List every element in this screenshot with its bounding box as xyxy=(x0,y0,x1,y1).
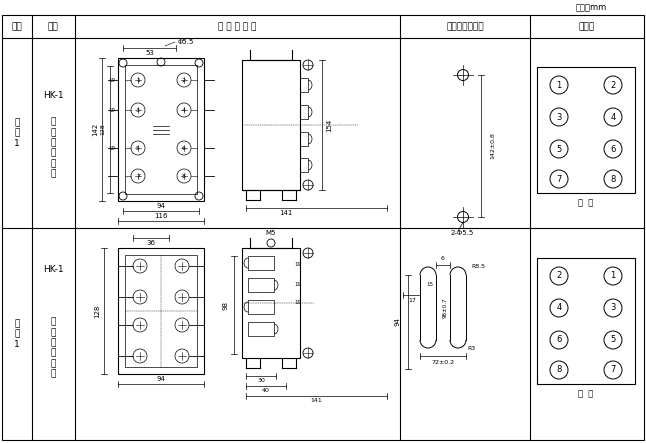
Text: 141: 141 xyxy=(279,210,293,216)
Text: 72±0.2: 72±0.2 xyxy=(432,360,455,365)
Text: 图号: 图号 xyxy=(12,22,23,31)
Text: 94: 94 xyxy=(156,376,165,382)
Bar xyxy=(242,60,300,190)
Text: 15: 15 xyxy=(426,283,433,288)
Text: 7: 7 xyxy=(556,175,561,183)
Text: 凸
出
式
后
接
线: 凸 出 式 后 接 线 xyxy=(50,318,56,378)
Text: 19: 19 xyxy=(108,145,115,151)
Text: 3: 3 xyxy=(610,303,616,312)
Text: 30: 30 xyxy=(257,378,265,384)
Text: 94: 94 xyxy=(156,203,165,209)
Text: 前  视: 前 视 xyxy=(578,198,594,207)
Text: 4: 4 xyxy=(556,303,561,312)
Text: 19: 19 xyxy=(295,300,302,306)
Text: 7: 7 xyxy=(610,365,616,374)
Text: 141: 141 xyxy=(310,399,322,404)
Text: 98: 98 xyxy=(223,300,229,310)
Text: 背  视: 背 视 xyxy=(578,389,594,399)
Text: 1: 1 xyxy=(136,78,140,82)
Text: 40: 40 xyxy=(262,389,270,393)
Text: 6: 6 xyxy=(556,335,561,345)
Text: 1: 1 xyxy=(610,272,616,280)
Text: 外 形 尺 寸 图: 外 形 尺 寸 图 xyxy=(218,22,256,31)
Text: Φ5.5: Φ5.5 xyxy=(178,39,194,45)
Text: 5: 5 xyxy=(136,145,140,151)
Text: 附
图
1: 附 图 1 xyxy=(14,118,20,148)
Text: 116: 116 xyxy=(154,213,168,219)
Text: 安装开孔尺寸图: 安装开孔尺寸图 xyxy=(446,22,484,31)
Text: 单位：mm: 单位：mm xyxy=(576,4,607,12)
Bar xyxy=(125,255,197,367)
Text: 19: 19 xyxy=(108,78,115,82)
Bar xyxy=(248,322,274,336)
Text: M5: M5 xyxy=(266,230,276,236)
Bar xyxy=(118,248,204,374)
Text: 7: 7 xyxy=(136,174,140,179)
Text: 98±0.7: 98±0.7 xyxy=(443,297,448,318)
Text: 4: 4 xyxy=(182,108,186,113)
Text: 8: 8 xyxy=(182,174,186,179)
Text: 128: 128 xyxy=(94,304,100,318)
Bar xyxy=(300,78,308,92)
Bar xyxy=(242,248,300,358)
Text: 3: 3 xyxy=(136,108,140,113)
Text: 94: 94 xyxy=(395,318,401,326)
Bar xyxy=(537,258,635,384)
Text: 17: 17 xyxy=(408,298,416,303)
Bar xyxy=(248,256,274,270)
Text: 19: 19 xyxy=(295,281,302,287)
Text: 附
图
1: 附 图 1 xyxy=(14,319,20,349)
Text: 19: 19 xyxy=(295,263,302,268)
Text: 结构: 结构 xyxy=(48,22,58,31)
Text: HK-1: HK-1 xyxy=(43,90,63,100)
Text: 6: 6 xyxy=(182,145,186,151)
Text: 154: 154 xyxy=(326,118,332,132)
Bar xyxy=(300,132,308,146)
Text: R8.5: R8.5 xyxy=(471,264,485,269)
Text: 4: 4 xyxy=(610,113,616,121)
Text: 凸
出
式
前
接
线: 凸 出 式 前 接 线 xyxy=(50,117,56,179)
Text: 8: 8 xyxy=(556,365,561,374)
Text: 142: 142 xyxy=(92,123,98,136)
Text: 端子图: 端子图 xyxy=(579,22,595,31)
Text: HK-1: HK-1 xyxy=(43,265,63,275)
Text: 1: 1 xyxy=(556,81,561,89)
Text: 3: 3 xyxy=(556,113,561,121)
Text: 8: 8 xyxy=(610,175,616,183)
Bar xyxy=(125,65,197,194)
Bar xyxy=(300,158,308,172)
Text: R3: R3 xyxy=(468,346,476,350)
Text: 2: 2 xyxy=(182,78,186,82)
Text: 128: 128 xyxy=(101,124,105,136)
Text: 5: 5 xyxy=(556,144,561,154)
Text: 2-Φ5.5: 2-Φ5.5 xyxy=(451,230,474,236)
Text: 142±0.8: 142±0.8 xyxy=(490,132,495,159)
Text: 2: 2 xyxy=(556,272,561,280)
Text: 53: 53 xyxy=(145,50,154,56)
Text: 5: 5 xyxy=(610,335,616,345)
Text: 36: 36 xyxy=(147,240,156,246)
Bar xyxy=(248,278,274,292)
Bar xyxy=(118,58,204,201)
Text: 19: 19 xyxy=(108,108,115,113)
Text: 6: 6 xyxy=(441,256,445,261)
Text: 2: 2 xyxy=(610,81,616,89)
Bar xyxy=(300,105,308,119)
Bar xyxy=(248,300,274,314)
Text: 6: 6 xyxy=(610,144,616,154)
Bar xyxy=(537,67,635,193)
